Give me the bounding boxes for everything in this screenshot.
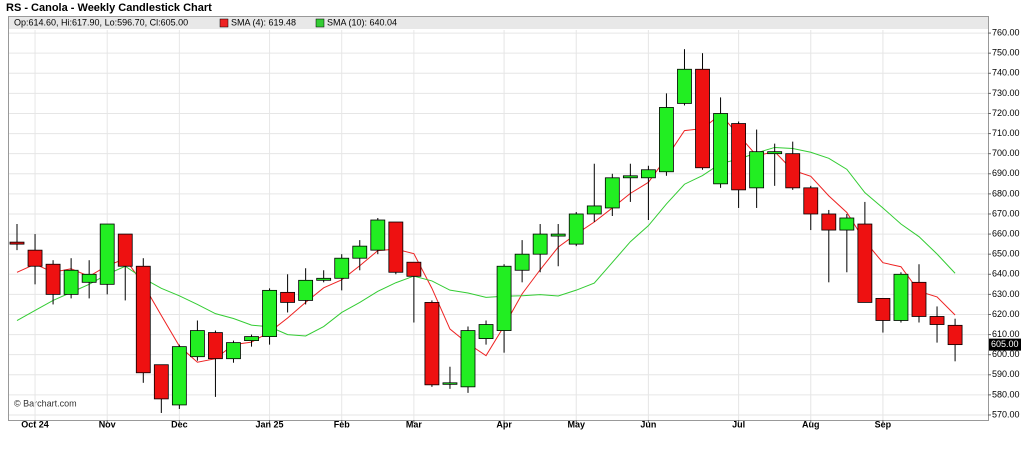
- candle-body: [532, 233, 548, 255]
- candle-body: [63, 269, 79, 295]
- candle-body: [280, 291, 296, 303]
- candle-body: [803, 187, 819, 215]
- candle-body: [514, 253, 530, 271]
- candle-body: [153, 364, 169, 400]
- candle-body: [316, 277, 332, 281]
- candle-body: [641, 169, 656, 179]
- candle-body: [352, 245, 368, 259]
- candle-body: [857, 223, 873, 303]
- candle-body: [550, 233, 566, 237]
- candle-body: [406, 261, 422, 277]
- chart-title: RS - Canola - Weekly Candlestick Chart: [6, 2, 212, 14]
- candle-body: [117, 233, 133, 267]
- legend-label: SMA (10): 640.04: [327, 17, 397, 27]
- candle-body: [586, 205, 602, 215]
- candle-body: [27, 249, 43, 267]
- candle-body: [171, 346, 187, 406]
- candle-body: [334, 257, 350, 279]
- x-tick-label: Jan 25: [256, 419, 284, 429]
- candle-body: [713, 113, 728, 185]
- x-tick-label: Oct 24: [21, 419, 49, 429]
- y-tick-label: 750.00: [992, 48, 1020, 58]
- x-tick-label: May: [567, 419, 585, 429]
- candle-body: [370, 219, 386, 251]
- y-tick-label: 710.00: [992, 128, 1020, 138]
- legend-label: SMA (4): 619.48: [231, 17, 296, 27]
- x-tick-label: Nov: [99, 419, 116, 429]
- candle-body: [604, 177, 620, 209]
- plot-frame: [8, 16, 989, 421]
- candle-body: [496, 265, 512, 331]
- candle-body: [767, 151, 783, 155]
- y-tick-label: 660.00: [992, 228, 1020, 238]
- x-tick-label: Dec: [171, 419, 188, 429]
- candle-body: [9, 241, 25, 245]
- x-tick-label: Mar: [406, 419, 423, 429]
- legend-swatch: [219, 18, 229, 28]
- candle-body: [622, 175, 638, 179]
- y-tick-label: 720.00: [992, 108, 1020, 118]
- candle-body: [226, 342, 241, 360]
- candle-body: [478, 324, 494, 339]
- y-tick-label: 580.00: [992, 389, 1020, 399]
- candle-body: [875, 297, 891, 321]
- y-tick-label: 740.00: [992, 68, 1020, 78]
- candle-body: [81, 273, 97, 283]
- candle-body: [911, 281, 927, 317]
- candle-body: [208, 332, 223, 360]
- y-tick-label: 760.00: [992, 27, 1020, 37]
- y-tick-label: 640.00: [992, 269, 1020, 279]
- y-tick-label: 610.00: [992, 329, 1020, 339]
- legend-band: [9, 17, 988, 29]
- candle-body: [749, 151, 765, 189]
- candle-body: [731, 123, 746, 191]
- last-price-tag: [989, 338, 1021, 351]
- legend-swatch: [315, 18, 325, 28]
- y-tick-label: 690.00: [992, 168, 1020, 178]
- candle-body: [298, 279, 314, 301]
- y-tick-label: 670.00: [992, 208, 1020, 218]
- candle-body: [695, 68, 710, 169]
- y-tick-label: 570.00: [992, 409, 1020, 419]
- y-tick-label: 650.00: [992, 249, 1020, 259]
- y-tick-label: 730.00: [992, 88, 1020, 98]
- x-tick-label: Feb: [334, 419, 351, 429]
- candle-body: [785, 153, 801, 189]
- y-tick-label: 590.00: [992, 369, 1020, 379]
- last-price-label: 605.00: [991, 339, 1019, 349]
- candle-body: [99, 223, 115, 285]
- candle-body: [893, 273, 909, 321]
- candle-body: [424, 302, 440, 386]
- candle-body: [659, 107, 674, 173]
- candle-body: [460, 330, 476, 388]
- candle-body: [568, 213, 584, 245]
- candle-body: [45, 263, 61, 295]
- candle-body: [929, 316, 945, 325]
- x-tick-label: Sep: [875, 419, 892, 429]
- candle-body: [244, 336, 259, 342]
- sma-line: [16, 146, 956, 337]
- candle-body: [677, 68, 692, 104]
- x-tick-label: Aug: [802, 419, 820, 429]
- y-tick-label: 630.00: [992, 289, 1020, 299]
- x-tick-label: Apr: [496, 419, 512, 429]
- y-tick-label: 600.00: [992, 349, 1020, 359]
- candle-body: [189, 330, 205, 358]
- y-tick-label: 620.00: [992, 309, 1020, 319]
- x-tick-label: Jun: [640, 419, 656, 429]
- source: © Barchart.com: [14, 398, 77, 408]
- y-tick-label: 700.00: [992, 148, 1020, 158]
- candle-body: [262, 289, 277, 337]
- ohlc-label: Op:614.60, Hi:617.90, Lo:596.70, Cl:605.…: [14, 17, 188, 27]
- candle-body: [821, 213, 837, 231]
- x-tick-label: Jul: [732, 419, 745, 429]
- candle-body: [442, 382, 458, 385]
- candle-body: [947, 324, 963, 346]
- candle-body: [135, 265, 151, 374]
- candle-body: [388, 221, 404, 273]
- candle-body: [839, 217, 855, 231]
- y-tick-label: 680.00: [992, 188, 1020, 198]
